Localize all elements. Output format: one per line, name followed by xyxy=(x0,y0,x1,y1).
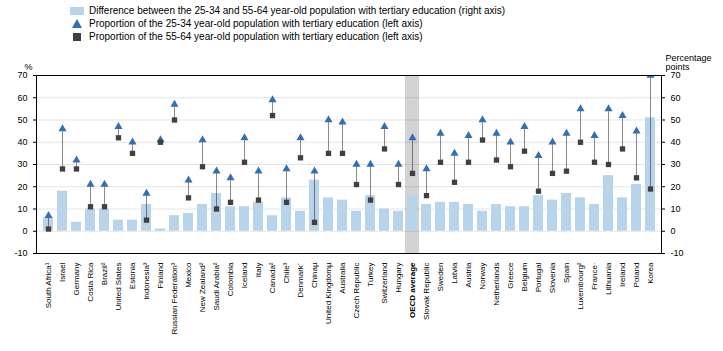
svg-text:OECD average: OECD average xyxy=(408,262,417,318)
svg-text:Chile³: Chile³ xyxy=(282,262,291,283)
svg-text:40: 40 xyxy=(17,137,27,147)
svg-text:United Kingdomµ: United Kingdomµ xyxy=(324,262,333,324)
svg-text:Italy: Italy xyxy=(254,263,263,278)
svg-text:Australia: Australia xyxy=(338,262,347,294)
svg-text:-10: -10 xyxy=(14,248,27,258)
svg-text:Russian Federation³: Russian Federation³ xyxy=(170,262,179,334)
svg-text:Sweden: Sweden xyxy=(436,263,445,292)
svg-text:Spain: Spain xyxy=(562,263,571,283)
svg-text:Czech Republic: Czech Republic xyxy=(352,263,361,319)
svg-text:20: 20 xyxy=(17,182,27,192)
svg-text:Poland: Poland xyxy=(632,263,641,288)
svg-text:60: 60 xyxy=(17,93,27,103)
svg-text:South Africa¹: South Africa¹ xyxy=(44,262,53,308)
svg-text:Indonesia³: Indonesia³ xyxy=(142,262,151,300)
svg-text:Korea: Korea xyxy=(646,262,655,284)
svg-text:Lithuania: Lithuania xyxy=(604,262,613,295)
svg-text:Ireland: Ireland xyxy=(618,263,627,287)
svg-text:0: 0 xyxy=(671,226,676,236)
html-text:Proportion of the 25-34 year-o: Proportion of the 25-34 year-old populat… xyxy=(89,18,423,29)
svg-text:Austria: Austria xyxy=(464,262,473,287)
svg-text:Israel: Israel xyxy=(58,262,67,282)
svg-text:Slovak Republic: Slovak Republic xyxy=(422,263,431,320)
html-text:Proportion of the 55-64 year-o: Proportion of the 55-64 year-old populat… xyxy=(89,31,423,42)
svg-text:Slovenia: Slovenia xyxy=(548,262,557,293)
svg-text:70: 70 xyxy=(671,70,681,80)
svg-text:Luxembourg²: Luxembourg² xyxy=(576,262,585,309)
svg-text:Mexico: Mexico xyxy=(184,262,193,288)
svg-text:Chinaµ: Chinaµ xyxy=(310,262,319,288)
svg-text:Norway: Norway xyxy=(478,263,487,290)
svg-text:Costa Rica: Costa Rica xyxy=(86,262,95,302)
svg-text:Turkey: Turkey xyxy=(366,263,375,287)
svg-text:10: 10 xyxy=(671,204,681,214)
svg-text:40: 40 xyxy=(671,137,681,147)
svg-text:Brazil²: Brazil² xyxy=(100,262,109,285)
svg-text:Belgium: Belgium xyxy=(520,262,529,291)
svg-text:France·: France· xyxy=(590,263,599,291)
svg-text:New Zealand²: New Zealand² xyxy=(198,262,207,312)
svg-text:%: % xyxy=(24,62,32,72)
svg-text:10: 10 xyxy=(17,204,27,214)
svg-text:-10: -10 xyxy=(671,248,684,258)
svg-text:Percentagepoints: Percentagepoints xyxy=(666,53,712,72)
svg-text:30: 30 xyxy=(17,159,27,169)
svg-text:70: 70 xyxy=(17,70,27,80)
svg-text:Greece: Greece xyxy=(506,262,515,289)
svg-text:20: 20 xyxy=(671,182,681,192)
svg-text:Latvia: Latvia xyxy=(450,262,459,284)
svg-text:Netherlands: Netherlands xyxy=(492,263,501,306)
svg-text:Finland: Finland xyxy=(156,263,165,289)
svg-text:30: 30 xyxy=(671,159,681,169)
svg-text:60: 60 xyxy=(671,93,681,103)
svg-text:Saudi Arabia²: Saudi Arabia² xyxy=(212,262,221,310)
svg-text:Colombia: Colombia xyxy=(226,262,235,296)
html-text:Difference between the 25-34 a: Difference between the 25-34 and 55-64 y… xyxy=(89,5,506,16)
svg-text:Portugal: Portugal xyxy=(534,262,543,292)
svg-text:United States: United States xyxy=(114,263,123,311)
svg-text:Switzerland: Switzerland xyxy=(380,263,389,304)
svg-text:Canada²: Canada² xyxy=(268,262,277,293)
svg-text:50: 50 xyxy=(671,115,681,125)
svg-text:Estonia: Estonia xyxy=(128,262,137,289)
svg-text:Germany: Germany xyxy=(72,263,81,296)
svg-text:Denmark´: Denmark´ xyxy=(296,263,305,298)
svg-text:0: 0 xyxy=(22,226,27,236)
svg-text:Iceland: Iceland xyxy=(240,263,249,289)
svg-text:Hungary: Hungary xyxy=(394,263,403,293)
svg-text:50: 50 xyxy=(17,115,27,125)
